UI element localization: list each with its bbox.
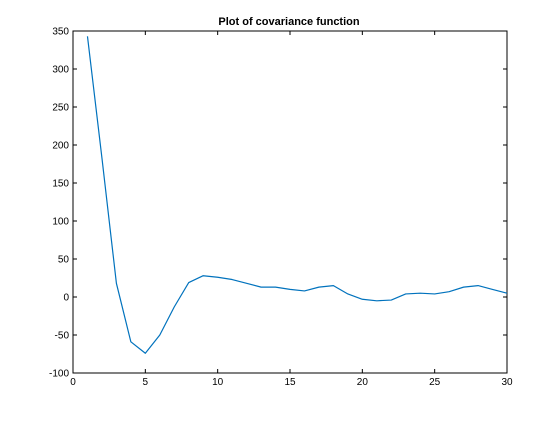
x-axis: 0 5 10 15 20 25 30 [70, 31, 513, 388]
x-tick-label: 15 [284, 377, 296, 388]
y-axis: -100 -50 0 50 100 150 200 250 300 350 [49, 27, 507, 380]
x-tick-label: 0 [70, 377, 76, 388]
series-layer [86, 36, 508, 354]
y-tick-label: 350 [52, 27, 69, 38]
series-line [86, 36, 508, 354]
y-tick-label: -50 [55, 331, 70, 342]
x-tick-label: 5 [143, 377, 149, 388]
chart-title: Plot of covariance function [218, 16, 359, 28]
y-tick-label: 50 [58, 255, 70, 266]
y-tick-label: 300 [52, 65, 69, 76]
x-tick-label: 10 [212, 377, 224, 388]
y-tick-label: 200 [52, 141, 69, 152]
y-tick-label: 150 [52, 179, 69, 190]
x-tick-label: 25 [429, 377, 441, 388]
y-tick-label: 100 [52, 217, 69, 228]
x-tick-label: 30 [501, 377, 513, 388]
y-tick-label: 250 [52, 103, 69, 114]
x-tick-label: 20 [357, 377, 369, 388]
y-tick-label: -100 [49, 369, 69, 380]
y-tick-label: 0 [63, 293, 69, 304]
